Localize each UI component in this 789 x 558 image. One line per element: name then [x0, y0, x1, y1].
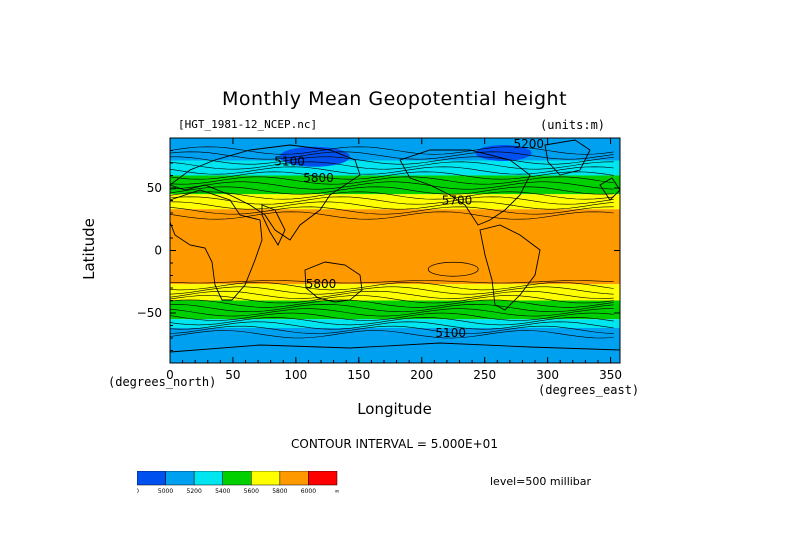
contour-line: [169, 308, 614, 317]
field-band-2: [170, 175, 620, 195]
legend-swatch: [193, 471, 223, 486]
contour-line: [169, 166, 614, 175]
contour-line: [169, 325, 614, 334]
contour-line: [169, 181, 614, 190]
contour-line: [169, 176, 614, 185]
legend-swatch: [279, 471, 309, 486]
contour-interval: CONTOUR INTERVAL = 5.000E+01: [291, 437, 498, 451]
contour-label: 5800: [303, 171, 334, 185]
legend-level-label: 5800: [272, 488, 287, 495]
legend-swatch: [137, 471, 166, 486]
field-band-6: [170, 300, 620, 320]
legend-level-label: 6000: [301, 488, 316, 495]
contour-line: [169, 330, 614, 339]
contour-line: [169, 317, 614, 326]
contour-line: [169, 321, 614, 330]
contour-line: [169, 191, 614, 200]
legend-swatch: [222, 471, 252, 486]
y-axis-label: Latitude: [79, 218, 98, 280]
level-label: level=500 millibar: [490, 475, 592, 488]
x-units-left: (degrees_north): [108, 375, 217, 389]
contour-label: 5100: [274, 155, 305, 169]
x-tick-label: 0: [166, 368, 174, 382]
contour-line: [169, 146, 614, 155]
contour-line: [169, 211, 614, 220]
contour-line: [169, 290, 614, 299]
contour-line: [169, 299, 614, 308]
contour-line: [169, 161, 614, 170]
coastlines: [169, 139, 621, 353]
contour-label: 5100: [435, 326, 466, 340]
color-legend: 0 5000 5200 5400 5600 5800 6000 ∞: [137, 471, 340, 495]
low-height-region: [279, 146, 350, 167]
contour-line: [169, 295, 614, 304]
legend-level-label: 0: [137, 488, 139, 495]
contour-label: 5200: [513, 137, 544, 151]
legend-level-label: 5200: [187, 488, 202, 495]
contour-line: [427, 261, 479, 277]
legend-swatch: [308, 471, 338, 486]
contour-line: [169, 282, 614, 291]
contour-line: [169, 196, 614, 205]
legend-level-label: 5000: [158, 488, 173, 495]
x-tick-label: 200: [410, 368, 433, 382]
contour-line: [169, 303, 614, 313]
contour-line: [169, 280, 614, 284]
y-tick-label: −50: [137, 306, 162, 320]
x-units-right: (degrees_east): [538, 383, 640, 397]
legend-level-label: 5400: [215, 488, 230, 495]
contour-line: [169, 186, 614, 195]
x-tick-label: 100: [284, 368, 307, 382]
x-axis-label: Longitude: [357, 400, 432, 418]
contour-line: [169, 206, 614, 215]
y-tick-label: 50: [147, 181, 162, 195]
field-band-3: [170, 194, 620, 210]
contour-line: [169, 171, 614, 180]
legend-level-label: 5600: [244, 488, 259, 495]
contour-label: 5800: [306, 277, 337, 291]
contour-line: [169, 201, 614, 210]
contour-line: [169, 151, 614, 160]
chart-title: Monthly Mean Geopotential height: [221, 88, 568, 110]
x-tick-label: 300: [536, 368, 559, 382]
x-tick-label: 50: [225, 368, 240, 382]
low-height-region-2: [475, 145, 532, 161]
y-tick-label: 0: [154, 244, 162, 258]
legend-swatch: [165, 471, 195, 486]
contour-label: 5700: [442, 193, 473, 207]
x-tick-label: 150: [347, 368, 370, 382]
legend-level-label: ∞: [335, 488, 340, 495]
units-label: (units:m): [540, 118, 606, 132]
x-tick-label: 250: [473, 368, 496, 382]
field-band-7: [170, 319, 620, 328]
legend-swatch: [251, 471, 281, 486]
contour-line: [170, 156, 614, 165]
x-tick-label: 350: [599, 368, 622, 382]
field-band-4: [170, 209, 620, 285]
file-label: [HGT_1981-12_NCEP.nc]: [178, 118, 318, 131]
contour-line: [169, 312, 614, 321]
